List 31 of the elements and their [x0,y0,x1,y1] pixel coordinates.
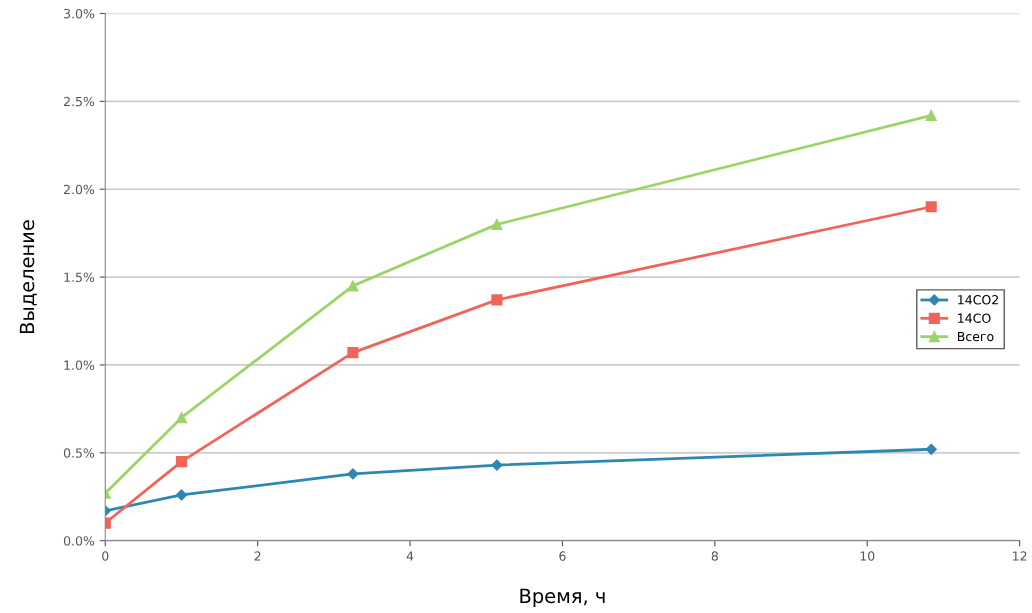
point [925,109,937,121]
point [347,280,359,292]
legend-label: Всего [958,331,994,342]
x-tick-label: 0 [102,551,109,561]
y-tick-label: 0.5% [63,448,95,458]
x-tick-label: 8 [711,551,718,561]
point [347,468,359,480]
y-tick-label: 3.0% [64,8,95,19]
y-tick-label: 2.0% [64,184,95,195]
x-tick-label: 10 [860,551,875,561]
legend-label: 14CO [958,313,991,323]
point [347,347,359,359]
point [491,459,503,471]
point [491,218,503,230]
x-axis-title: Время, ч [520,588,605,607]
point [925,443,937,455]
x-tick-label: 2 [254,551,261,561]
point [175,456,188,468]
legend-label: 14CO2 [958,295,998,305]
y-tick-label: 1.5% [64,272,95,282]
y-tick-label: 1.0% [64,360,95,370]
x-tick-label: 6 [559,551,566,561]
point [925,201,937,213]
y-axis-title: Выделение [19,220,37,334]
point [175,412,188,424]
y-tick-label: 2.5% [64,96,95,107]
x-tick-label: 12 [1013,551,1027,561]
point [491,294,503,306]
point [175,489,188,501]
y-tick-label: 0.0% [63,536,95,546]
x-tick-label: 4 [406,551,414,561]
